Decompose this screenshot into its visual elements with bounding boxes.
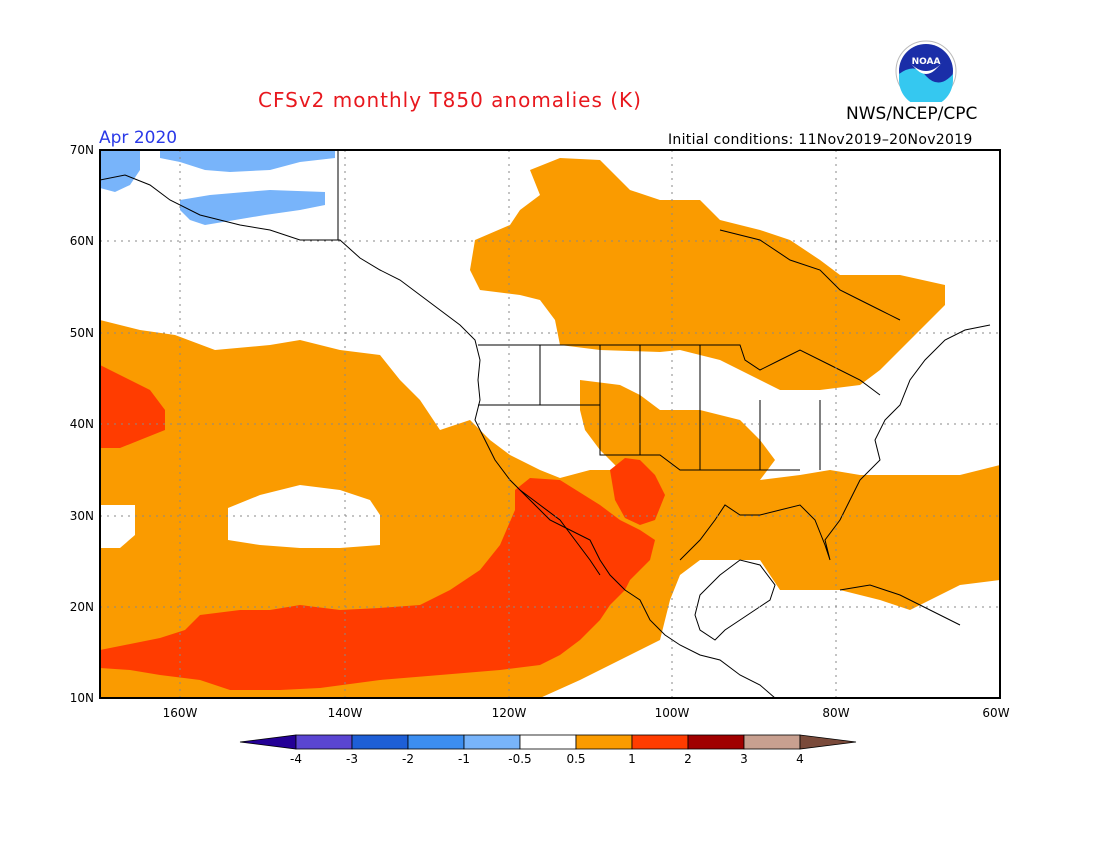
map-frame: [99, 149, 1001, 699]
lat-label: 10N: [70, 691, 94, 705]
colorbar-extend-low: [239, 734, 297, 750]
colorbar-segment: [631, 734, 689, 750]
anomaly-region-negative-0.5: [100, 150, 335, 225]
svg-text:NOAA: NOAA: [912, 57, 941, 67]
lat-label: 20N: [70, 600, 94, 614]
colorbar-tick-label: 1: [628, 752, 636, 766]
colorbar-tick-label: 4: [796, 752, 804, 766]
lon-labels: 160W 140W 120W 100W 80W 60W: [163, 706, 1010, 720]
lon-label: 120W: [492, 706, 527, 720]
initial-conditions-label: Initial conditions: 11Nov2019–20Nov2019: [668, 132, 973, 148]
colorbar-tick-label: -4: [290, 752, 302, 766]
colorbar: [239, 734, 857, 750]
colorbar-segment: [519, 734, 577, 750]
colorbar-tick-label: -1: [458, 752, 470, 766]
agency-label: NWS/NCEP/CPC: [846, 104, 978, 124]
colorbar-segment: [295, 734, 353, 750]
colorbar-segment: [463, 734, 521, 750]
colorbar-segment: [351, 734, 409, 750]
lon-label: 140W: [328, 706, 363, 720]
colorbar-tick-label: -3: [346, 752, 358, 766]
lon-label: 100W: [655, 706, 690, 720]
valid-month-label: Apr 2020: [99, 128, 178, 148]
land-outlines: [100, 150, 991, 698]
colorbar-extend-high: [799, 734, 857, 750]
colorbar-tick-label: -0.5: [508, 752, 531, 766]
colorbar-segment: [575, 734, 633, 750]
lat-label: 70N: [70, 143, 94, 157]
graticule: [100, 150, 1000, 698]
lat-label: 40N: [70, 417, 94, 431]
colorbar-tick-label: 2: [684, 752, 692, 766]
lat-label: 30N: [70, 509, 94, 523]
colorbar-segment: [743, 734, 801, 750]
chart-title: CFSv2 monthly T850 anomalies (K): [258, 88, 642, 112]
lat-labels: 70N 60N 50N 40N 30N 20N 10N: [70, 143, 94, 705]
colorbar-tick-label: 0.5: [566, 752, 585, 766]
lon-label: 80W: [822, 706, 849, 720]
lat-label: 50N: [70, 326, 94, 340]
lon-label: 160W: [163, 706, 198, 720]
colorbar-tick-label: -2: [402, 752, 414, 766]
colorbar-segment: [407, 734, 465, 750]
colorbar-segment: [687, 734, 745, 750]
colorbar-tick-label: 3: [740, 752, 748, 766]
lon-label: 60W: [982, 706, 1009, 720]
noaa-logo: NOAA: [895, 40, 957, 102]
lat-label: 60N: [70, 234, 94, 248]
anomaly-region-positive-1: [100, 365, 665, 690]
colorbar-labels: -4 -3 -2 -1 -0.5 0.5 1 2 3 4: [290, 752, 804, 766]
